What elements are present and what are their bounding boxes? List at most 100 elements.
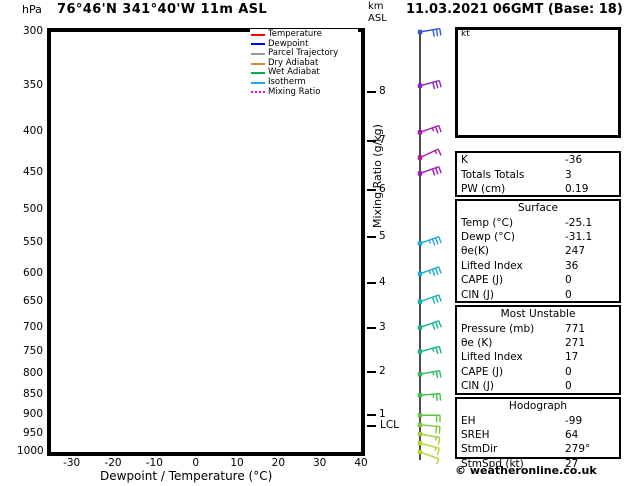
- hodograph-stats-table: Hodograph EH -99 SREH 64 StmDir 279° StmSpd (kt…: [455, 397, 621, 470]
- legend-label: Parcel Trajectory: [268, 48, 339, 59]
- legend-item-isotherm: Isotherm: [251, 76, 357, 88]
- row-key: Lifted Index: [461, 351, 523, 364]
- altitude-tick-1: 1: [379, 407, 386, 420]
- row-key: θe (K): [461, 336, 493, 349]
- table-title: Surface: [517, 202, 558, 214]
- row-value: -31.1: [565, 230, 593, 243]
- table-row: SREH 64: [457, 428, 619, 442]
- surface-table: Surface Temp (°C) -25.1 Dewp (°C) -31.1 θe(K)…: [455, 199, 621, 303]
- row-key: StmDir: [461, 443, 498, 456]
- table-row: Temp (°C) -25.1: [457, 215, 619, 229]
- temperature-tick-40: 40: [354, 457, 368, 469]
- pressure-tick-300: 300: [22, 25, 43, 37]
- skewt-plot-frame: [47, 28, 365, 456]
- wind-barb-column: [417, 27, 442, 464]
- altitude-tick-3: 3: [379, 321, 386, 334]
- pressure-tick-400: 400: [22, 125, 43, 138]
- legend-swatch-icon: [251, 72, 265, 75]
- row-value: 0.19: [565, 182, 589, 195]
- altitude-tick-2: 2: [379, 364, 386, 377]
- pressure-tick-600: 600: [22, 266, 43, 279]
- row-key: CAPE (J): [461, 365, 504, 378]
- altitude-tick-5: 5: [379, 230, 386, 243]
- altitude-tick-mark: [367, 90, 376, 93]
- pressure-axis-unit: hPa: [22, 3, 42, 16]
- row-value: -99: [565, 414, 583, 427]
- pressure-tick-800: 800: [22, 367, 43, 380]
- table-row: CAPE (J) 0: [457, 273, 619, 287]
- table-row: StmSpd (kt) 27: [457, 457, 619, 471]
- temperature-tick--30: -30: [63, 457, 81, 469]
- row-key: SREH: [461, 428, 490, 441]
- row-value: 17: [565, 351, 579, 364]
- page-title: 76°46'N 341°40'W 11m ASL: [57, 2, 268, 17]
- legend-item-wet-adiabat: Wet Adiabat: [251, 68, 357, 78]
- row-value: 0: [565, 288, 572, 301]
- pressure-tick-1000: 1000: [17, 445, 44, 457]
- legend-swatch-icon: [251, 43, 265, 46]
- row-value: 771: [565, 322, 586, 335]
- altitude-tick-mark: [367, 370, 376, 373]
- temperature-tick--10: -10: [145, 457, 163, 469]
- legend-swatch-icon: [251, 33, 265, 36]
- altitude-tick-mark: [367, 140, 376, 143]
- row-value: -36: [565, 154, 583, 167]
- pressure-tick-650: 650: [22, 294, 43, 307]
- altitude-tick-7: 7: [379, 134, 386, 147]
- table-row: Lifted Index 36: [457, 259, 619, 273]
- pressure-tick-850: 850: [22, 388, 43, 401]
- altitude-tick-mark: [367, 327, 376, 330]
- indices-table: K -36 Totals Totals 3 PW (cm) 0.19: [455, 151, 621, 197]
- row-key: Lifted Index: [461, 259, 523, 272]
- row-value: 0: [565, 380, 572, 393]
- altitude-tick-mark: [367, 236, 376, 239]
- legend-label: Temperature: [268, 29, 322, 39]
- legend-item-parcel-trajectory: Parcel Trajectory: [251, 49, 357, 59]
- row-key: CAPE (J): [461, 274, 504, 287]
- pressure-tick-950: 950: [22, 427, 43, 440]
- row-key: Temp (°C): [461, 216, 514, 229]
- pressure-tick-900: 900: [22, 408, 43, 421]
- temperature-tick-30: 30: [312, 457, 327, 469]
- temperature-tick-0: 0: [192, 457, 199, 469]
- hodograph-unit-label: kt: [461, 29, 470, 39]
- legend-label: Dewpoint: [268, 38, 309, 49]
- lcl-tick-mark: [367, 425, 376, 427]
- row-value: -25.1: [565, 216, 593, 229]
- most-unstable-table: Most Unstable Pressure (mb) 771 θe (K) 271 Li…: [455, 305, 621, 395]
- row-key: Dewp (°C): [461, 230, 515, 243]
- legend-label: Isotherm: [268, 76, 306, 87]
- table-row: Totals Totals 3: [457, 167, 619, 181]
- table-row: EH -99: [457, 413, 619, 427]
- pressure-tick-450: 450: [22, 166, 43, 179]
- legend-item-dry-adiabat: Dry Adiabat: [251, 57, 357, 69]
- row-key: EH: [461, 414, 476, 427]
- row-value: 0: [565, 365, 572, 378]
- hodograph-frame: [455, 27, 621, 138]
- table-title: Most Unstable: [500, 308, 576, 320]
- legend-item-dewpoint: Dewpoint: [251, 38, 357, 50]
- row-key: θe(K): [461, 245, 489, 258]
- pressure-tick-500: 500: [22, 203, 43, 216]
- table-row: CIN (J) 0: [457, 287, 619, 301]
- legend-swatch-icon: [251, 81, 265, 84]
- altitude-tick-6: 6: [379, 182, 386, 195]
- row-key: StmSpd (kt): [461, 457, 524, 470]
- row-value: 36: [565, 259, 579, 272]
- legend-label: Dry Adiabat: [268, 57, 319, 68]
- run-datetime-title: 11.03.2021 06GMT (Base: 18): [406, 2, 623, 17]
- row-key: Totals Totals: [461, 168, 525, 181]
- row-key: K: [461, 154, 468, 167]
- legend-swatch-icon: [251, 91, 265, 94]
- row-value: 27: [565, 457, 579, 470]
- row-key: Pressure (mb): [461, 322, 535, 335]
- pressure-tick-350: 350: [22, 78, 43, 91]
- copyright-notice: © weatheronline.co.uk: [455, 464, 597, 477]
- row-key: CIN (J): [461, 288, 494, 301]
- table-row: Pressure (mb) 771: [457, 321, 619, 335]
- legend-item-temperature: Temperature: [251, 29, 357, 40]
- row-value: 3: [565, 168, 572, 181]
- mixing-ratio-axis-title: Mixing Ratio (g/kg): [371, 124, 384, 228]
- table-row: θe(K) 247: [457, 244, 619, 258]
- table-row: Lifted Index 17: [457, 350, 619, 364]
